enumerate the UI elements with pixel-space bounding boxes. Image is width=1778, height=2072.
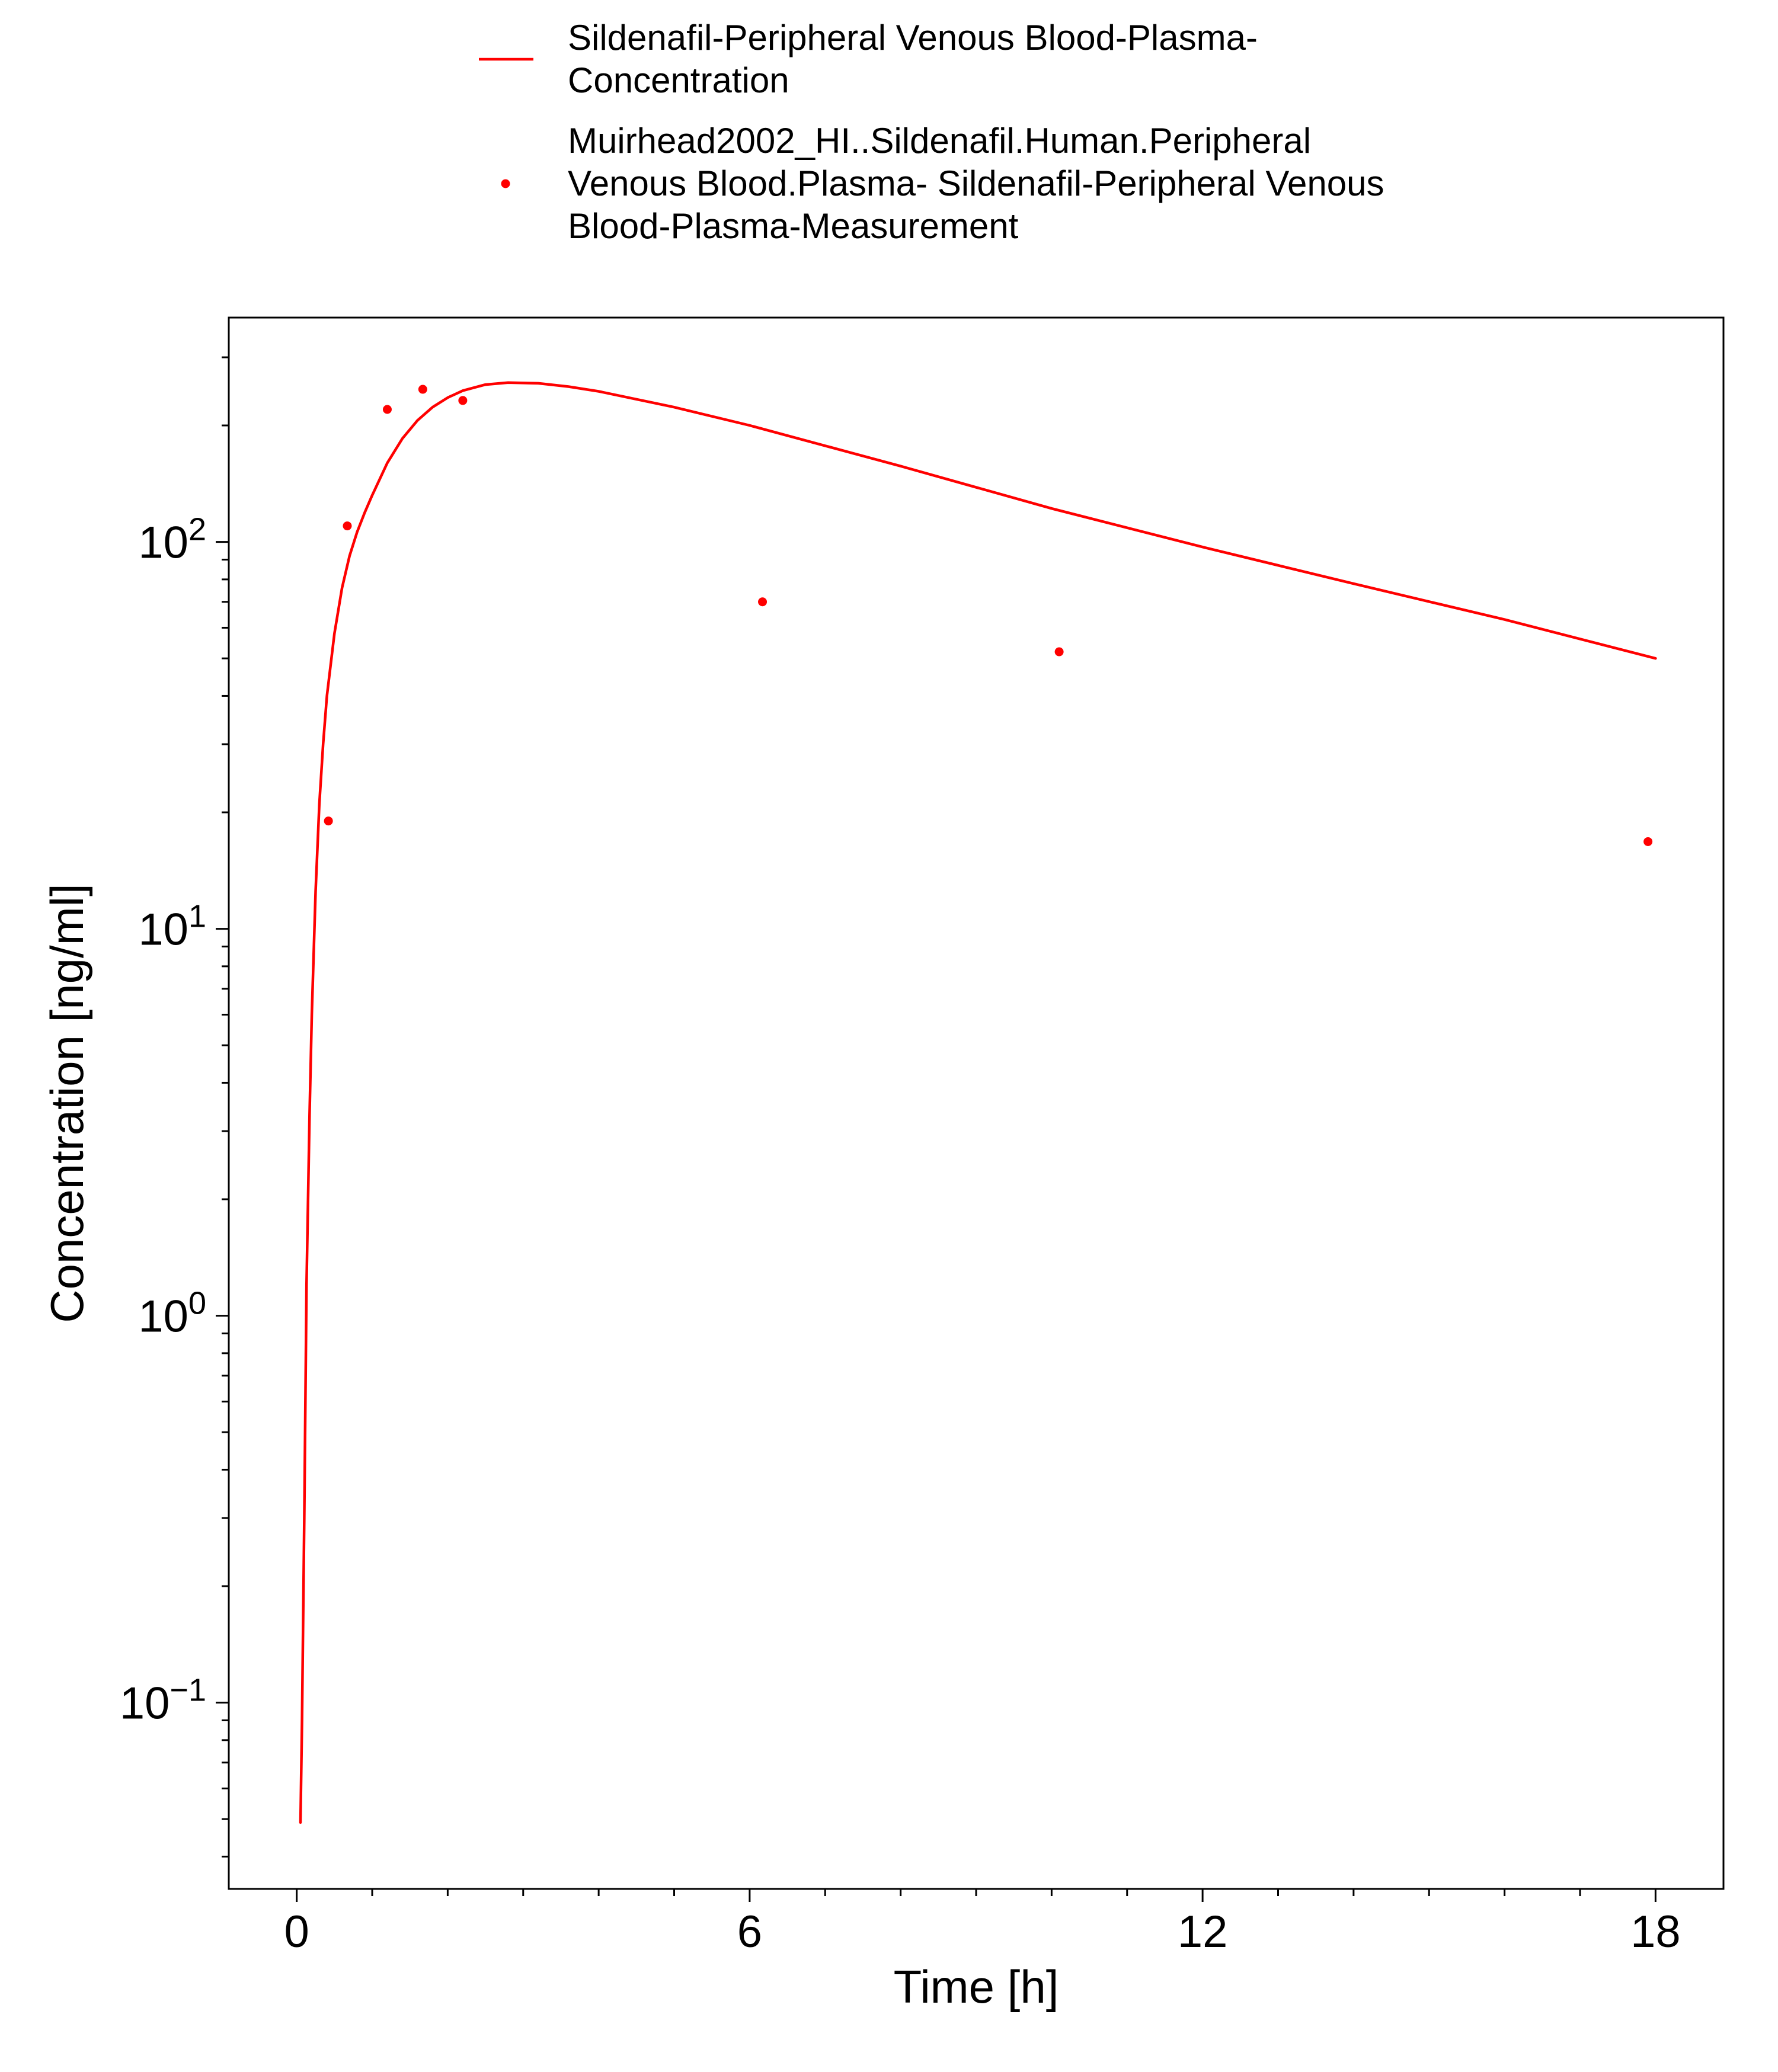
- measurement-point: [418, 385, 427, 394]
- y-tick-label: 10−1: [120, 1673, 206, 1729]
- measurement-point: [1643, 837, 1653, 846]
- measurement-point: [343, 521, 352, 531]
- measurement-point: [1054, 647, 1064, 656]
- simulation-curve: [299, 381, 1657, 1824]
- x-tick-label: 12: [1178, 1907, 1228, 1957]
- x-tick-label: 18: [1630, 1907, 1681, 1957]
- series-layer: [299, 381, 1657, 1824]
- x-tick-label: 0: [284, 1907, 309, 1957]
- x-axis-label: Time [h]: [894, 1961, 1059, 2013]
- measurement-point: [324, 816, 333, 826]
- measurement-point: [458, 396, 468, 405]
- legend-label: Blood-Plasma-Measurement: [568, 206, 1019, 246]
- legend-label: Venous Blood.Plasma- Sildenafil-Peripher…: [568, 164, 1384, 203]
- measurement-point: [758, 597, 768, 607]
- legend-label: Sildenafil-Peripheral Venous Blood-Plasm…: [568, 18, 1258, 57]
- plot-area-frame: [228, 316, 1725, 1890]
- legend-dot-swatch: [501, 179, 510, 188]
- legend-label: Concentration: [568, 60, 789, 100]
- legend: Sildenafil-Peripheral Venous Blood-Plasm…: [479, 18, 1384, 246]
- measurement-point: [382, 405, 392, 414]
- y-tick-label: 102: [138, 512, 206, 568]
- y-axis-label: Concentration [ng/ml]: [41, 883, 93, 1322]
- y-axis: 10−1 100 101 102: [120, 356, 229, 1858]
- y-tick-label: 100: [138, 1286, 206, 1342]
- legend-label: Muirhead2002_HI..Sildenafil.Human.Periph…: [568, 121, 1311, 161]
- y-tick-label: 101: [138, 899, 206, 955]
- x-tick-label: 6: [737, 1907, 762, 1957]
- x-axis: 0 6 12 18: [284, 1889, 1681, 1957]
